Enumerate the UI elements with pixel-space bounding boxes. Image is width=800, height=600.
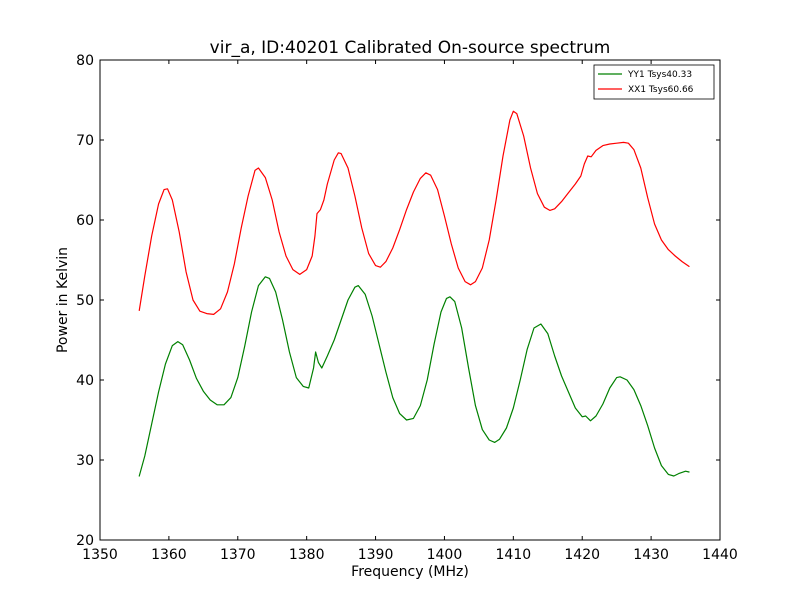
x-tick-label: 1390 [358,547,394,563]
x-tick-label: 1360 [151,547,187,563]
chart-title: vir_a, ID:40201 Calibrated On-source spe… [210,38,611,58]
y-axis: 20 30 40 50 60 70 80 [76,53,720,549]
x-tick-label: 1370 [220,547,256,563]
legend-box [593,64,715,100]
x-tick-label: 1400 [427,547,463,563]
legend: YY1 Tsys40.33 XX1 Tsys60.66 [593,64,715,100]
x-axis-title: Frequency (MHz) [351,564,469,580]
x-tick-label: 1350 [82,547,118,563]
x-tick-label: 1410 [496,547,532,563]
y-tick-label: 50 [76,293,94,309]
y-tick-label: 80 [76,53,94,69]
plot-area [138,110,690,477]
y-tick-label: 70 [76,133,94,149]
x-tick-label: 1420 [564,547,600,563]
legend-label: XX1 Tsys60.66 [628,85,694,95]
y-tick-label: 40 [76,373,94,389]
series-line-xx1 [138,110,690,315]
x-axis: 1350 1360 1370 1380 1390 1400 1410 1420 1430 1440 [82,60,738,563]
y-axis-title: Power in Kelvin [55,247,71,353]
y-tick-label: 20 [76,533,94,549]
x-tick-label: 1430 [633,547,669,563]
x-tick-label: 1440 [702,547,738,563]
x-tick-label: 1380 [289,547,325,563]
legend-label: YY1 Tsys40.33 [627,70,692,80]
series-line-yy1 [138,276,690,477]
y-tick-label: 60 [76,213,94,229]
y-tick-label: 30 [76,453,94,469]
